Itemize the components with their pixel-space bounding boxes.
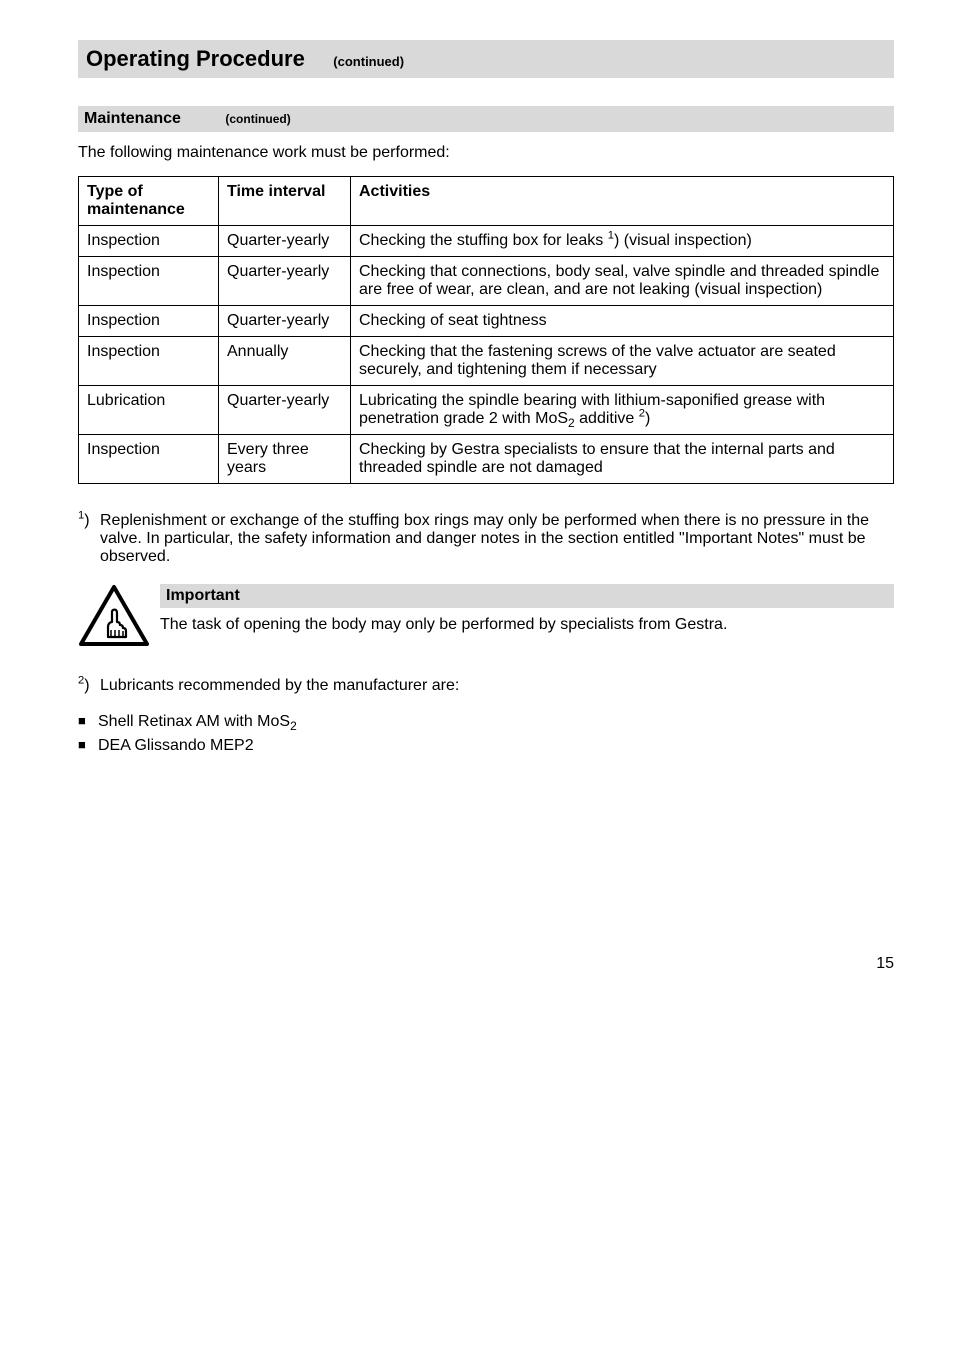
cell-interval: Every three years: [219, 435, 351, 484]
cell-interval: Quarter-yearly: [219, 226, 351, 257]
th-type: Type of maintenance: [79, 177, 219, 226]
intro-text: The following maintenance work must be p…: [78, 144, 894, 162]
list-item: Shell Retinax AM with MoS2: [78, 713, 894, 731]
footnote-close: ): [84, 677, 89, 694]
subsection-heading: Maintenance (continued): [78, 106, 894, 132]
important-label: Important: [160, 584, 894, 608]
table-row: Inspection Quarter-yearly Checking the s…: [79, 226, 894, 257]
th-activities: Activities: [351, 177, 894, 226]
footnote-marker: 2): [78, 677, 100, 695]
list-item: DEA Glissando MEP2: [78, 737, 894, 755]
footnote-2: 2) Lubricants recommended by the manufac…: [78, 677, 894, 695]
activity-sub: 2: [568, 416, 575, 430]
cell-activity: Checking that the fastening screws of th…: [351, 337, 894, 386]
attention-icon: [78, 584, 150, 653]
footnote-text: Lubricants recommended by the manufactur…: [100, 677, 894, 695]
footnote-marker: 1): [78, 512, 100, 566]
footnote-text: Replenishment or exchange of the stuffin…: [100, 512, 894, 566]
maintenance-table: Type of maintenance Time interval Activi…: [78, 176, 894, 484]
subheading-sub: (continued): [225, 112, 290, 126]
cell-type: Inspection: [79, 337, 219, 386]
section-heading: Operating Procedure (continued): [78, 40, 894, 78]
table-row: Lubrication Quarter-yearly Lubricating t…: [79, 386, 894, 435]
heading-sub: (continued): [333, 54, 404, 69]
page-number: 15: [78, 955, 894, 973]
cell-type: Lubrication: [79, 386, 219, 435]
footnote-close: ): [84, 512, 89, 529]
activity-text: ): [645, 410, 650, 427]
table-row: Inspection Every three years Checking by…: [79, 435, 894, 484]
heading-main: Operating Procedure: [86, 46, 305, 71]
cell-activity: Checking the stuffing box for leaks 1) (…: [351, 226, 894, 257]
cell-type: Inspection: [79, 435, 219, 484]
lubricant-list: Shell Retinax AM with MoS2 DEA Glissando…: [78, 713, 894, 755]
cell-activity: Checking by Gestra specialists to ensure…: [351, 435, 894, 484]
subheading-main: Maintenance: [84, 110, 181, 127]
table-row: Inspection Quarter-yearly Checking that …: [79, 257, 894, 306]
table-row: Inspection Quarter-yearly Checking of se…: [79, 306, 894, 337]
cell-interval: Quarter-yearly: [219, 257, 351, 306]
th-interval: Time interval: [219, 177, 351, 226]
cell-type: Inspection: [79, 257, 219, 306]
cell-activity: Lubricating the spindle bearing with lit…: [351, 386, 894, 435]
cell-interval: Annually: [219, 337, 351, 386]
cell-activity: Checking of seat tightness: [351, 306, 894, 337]
activity-text: additive: [575, 410, 639, 427]
cell-type: Inspection: [79, 306, 219, 337]
activity-text: ) (visual inspection): [614, 232, 752, 249]
table-row: Inspection Annually Checking that the fa…: [79, 337, 894, 386]
important-text: The task of opening the body may only be…: [160, 616, 894, 634]
important-callout: Important The task of opening the body m…: [78, 584, 894, 653]
cell-activity: Checking that connections, body seal, va…: [351, 257, 894, 306]
list-text: Shell Retinax AM with MoS: [98, 713, 290, 730]
cell-interval: Quarter-yearly: [219, 386, 351, 435]
cell-interval: Quarter-yearly: [219, 306, 351, 337]
activity-text: Checking the stuffing box for leaks: [359, 232, 608, 249]
cell-type: Inspection: [79, 226, 219, 257]
footnote-1: 1) Replenishment or exchange of the stuf…: [78, 512, 894, 566]
list-sub: 2: [290, 719, 297, 733]
